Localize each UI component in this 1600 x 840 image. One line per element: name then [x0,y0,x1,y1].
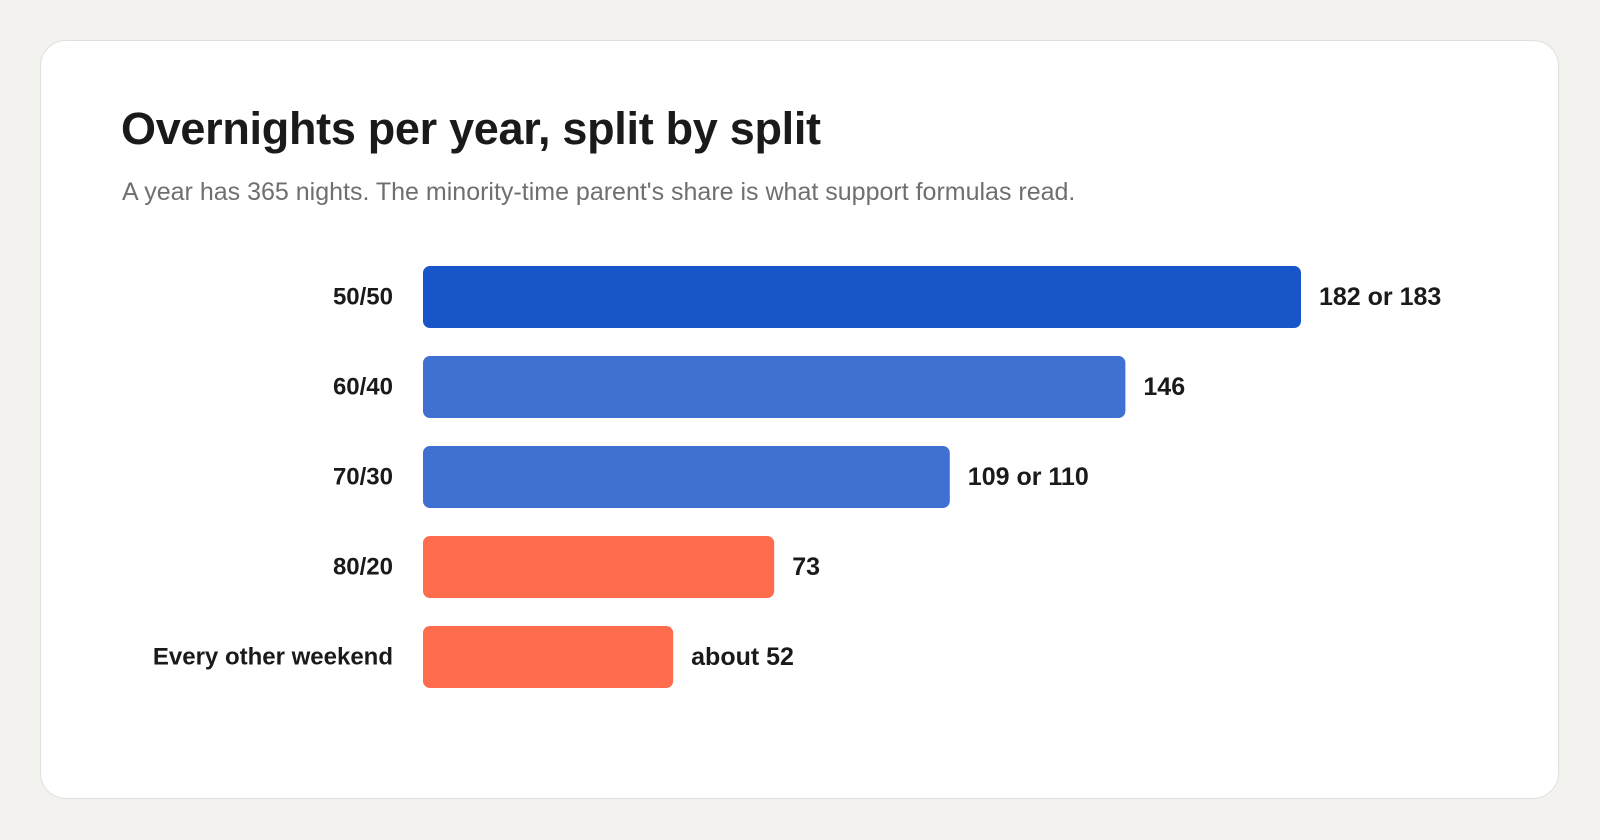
category-label: Every other weekend [153,644,393,671]
category-label: 60/40 [333,374,393,401]
bar-1 [423,356,1126,418]
value-label: 182 or 183 [1319,283,1441,311]
bar-0 [423,266,1301,328]
value-label: about 52 [691,643,794,671]
category-label: 50/50 [333,284,393,311]
bar-chart: 50/50 182 or 183 60/40 146 70/30 109 or 110 80… [153,266,1441,688]
chart-subtitle: A year has 365 nights. The minority-time… [122,178,1076,206]
value-label: 73 [792,553,820,581]
bar-4 [423,626,674,688]
bar-2 [423,446,950,508]
category-label: 80/20 [333,554,393,581]
value-label: 109 or 110 [968,463,1089,491]
chart-title: Overnights per year, split by split [121,103,821,154]
category-label: 70/30 [333,464,393,491]
chart-card: Overnights per year, split by split A ye… [40,40,1559,799]
bar-3 [423,536,775,598]
value-label: 146 [1143,373,1185,401]
